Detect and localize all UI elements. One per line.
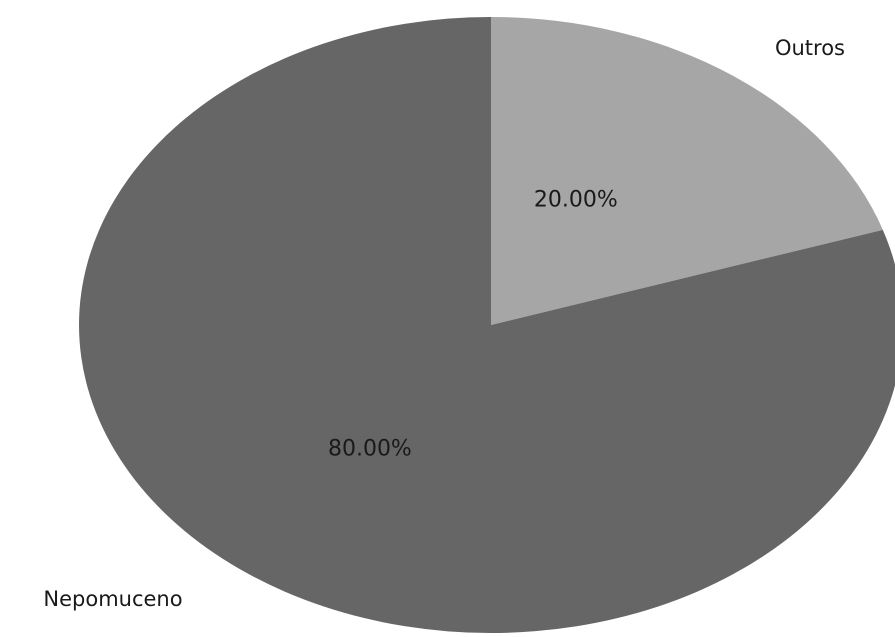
pie-slice-outros [491,16,883,325]
percent-label-nepomuceno: 80.00% [328,437,412,462]
labels-layer: 20.00% Outros 80.00% Nepomuceno [43,36,845,611]
category-label-outros: Outros [775,36,845,60]
pie-slice-nepomuceno [79,17,895,633]
category-label-nepomuceno: Nepomuceno [43,587,182,611]
percent-label-outros: 20.00% [534,187,618,212]
slices-layer [79,16,895,633]
